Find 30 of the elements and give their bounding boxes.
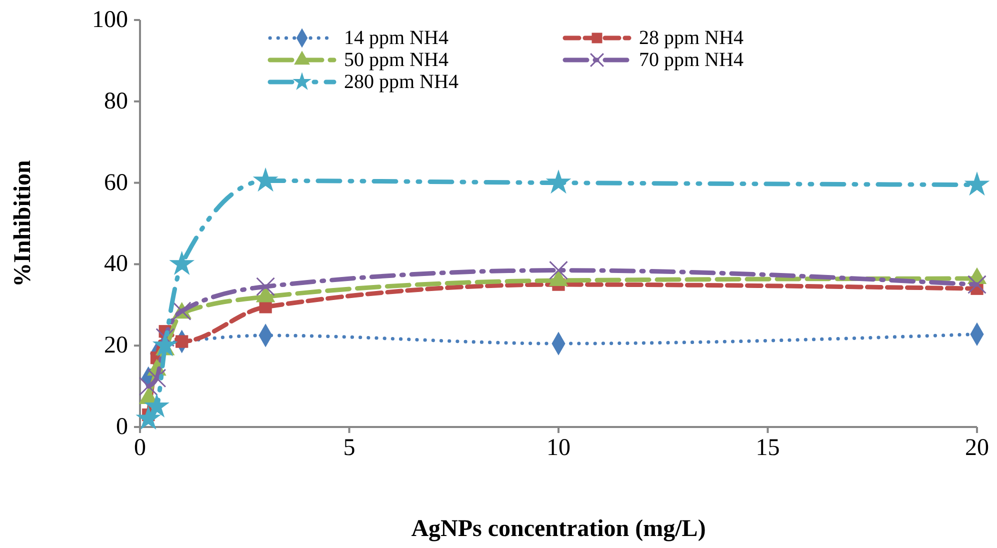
point [152,332,178,356]
legend-label: 28 ppm NH4 [639,27,744,49]
point [256,277,276,296]
point [964,171,990,196]
y-tick-label: 80 [104,88,128,114]
x-tick-label: 0 [134,435,146,461]
point [252,167,278,192]
y-tick-label: 20 [104,332,128,359]
x-tick-label: 10 [546,435,570,461]
point [169,250,195,275]
y-axis-title: %Inhibition [10,160,36,287]
y-tick-label: 100 [92,7,128,33]
point [144,393,170,418]
legend-label: 280 ppm NH4 [344,71,458,93]
point [138,376,158,396]
point [176,335,188,348]
x-tick-label: 5 [343,435,356,461]
x-axis-title: AgNPs concentration (mg/L) [411,516,706,542]
y-tick-label: 0 [116,414,128,440]
legend-label: 14 ppm NH4 [344,27,448,49]
point [549,260,568,280]
point [136,406,162,430]
y-tick-label: 40 [104,251,128,278]
legend-label: 50 ppm NH4 [344,49,448,71]
y-tick-label: 60 [104,170,128,196]
x-tick-label: 20 [965,435,989,461]
x-tick-label: 15 [756,435,780,461]
legend-label: 70 ppm NH4 [639,49,744,71]
point [968,275,986,294]
point [546,169,572,194]
